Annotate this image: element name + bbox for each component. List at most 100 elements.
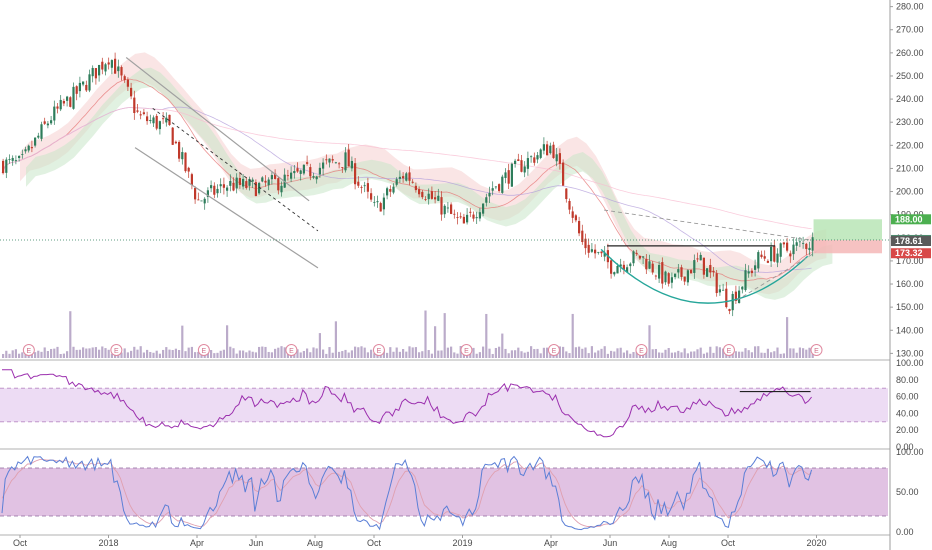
candle[interactable] (702, 257, 705, 279)
candle[interactable] (200, 200, 203, 202)
candle[interactable] (373, 196, 376, 207)
candle[interactable] (632, 250, 635, 267)
candle[interactable] (523, 161, 526, 178)
candle[interactable] (174, 140, 177, 145)
candle[interactable] (315, 175, 318, 184)
candle[interactable] (280, 181, 283, 197)
candle[interactable] (811, 232, 814, 257)
candle[interactable] (715, 269, 718, 297)
candle[interactable] (267, 177, 270, 191)
candle[interactable] (325, 154, 328, 165)
candle[interactable] (706, 268, 709, 278)
candle[interactable] (114, 52, 117, 74)
candle[interactable] (101, 57, 104, 75)
candle[interactable] (299, 169, 302, 181)
candle[interactable] (379, 201, 382, 212)
candle[interactable] (610, 257, 613, 279)
candle[interactable] (789, 250, 792, 263)
candle[interactable] (731, 291, 734, 317)
candle[interactable] (459, 212, 462, 219)
candle[interactable] (530, 155, 533, 163)
candle[interactable] (226, 185, 229, 197)
candle[interactable] (53, 100, 56, 125)
candle[interactable] (43, 117, 46, 125)
channel-mid-dashed-line[interactable] (152, 107, 319, 232)
candle[interactable] (456, 212, 459, 225)
candle[interactable] (50, 115, 53, 125)
candle[interactable] (30, 140, 33, 153)
candle[interactable] (485, 193, 488, 207)
candle[interactable] (747, 265, 750, 278)
candle[interactable] (770, 242, 773, 267)
stochastic-k-line[interactable] (1, 455, 813, 531)
candle[interactable] (75, 85, 78, 101)
candle[interactable] (229, 174, 232, 192)
candle[interactable] (309, 163, 312, 181)
candle[interactable] (242, 174, 245, 190)
candle[interactable] (203, 197, 206, 210)
candle[interactable] (405, 171, 408, 182)
candle[interactable] (626, 264, 629, 273)
candle[interactable] (805, 242, 808, 255)
candle[interactable] (142, 108, 145, 116)
channel-lower-line[interactable] (134, 147, 319, 269)
candle[interactable] (549, 142, 552, 155)
price-tag-stop[interactable]: 173.32 (891, 248, 931, 259)
candle[interactable] (21, 149, 24, 159)
candle[interactable] (181, 147, 184, 165)
candle[interactable] (744, 263, 747, 292)
candle[interactable] (40, 121, 43, 142)
candle[interactable] (776, 248, 779, 268)
candle[interactable] (78, 76, 81, 98)
candle[interactable] (213, 182, 216, 199)
candle[interactable] (760, 250, 763, 259)
candle[interactable] (232, 177, 235, 192)
candle[interactable] (187, 166, 190, 178)
candle[interactable] (386, 186, 389, 200)
candle[interactable] (757, 250, 760, 272)
earnings-marker[interactable]: E (547, 344, 560, 356)
candle[interactable] (651, 261, 654, 275)
candle[interactable] (555, 147, 558, 167)
candle[interactable] (536, 152, 539, 164)
candle[interactable] (104, 62, 107, 76)
candle[interactable] (430, 186, 433, 200)
candle[interactable] (501, 174, 504, 194)
candle[interactable] (587, 238, 590, 258)
candle[interactable] (661, 257, 664, 289)
candle[interactable] (136, 104, 139, 114)
candle[interactable] (245, 177, 248, 190)
earnings-marker[interactable]: E (635, 344, 648, 356)
candle[interactable] (645, 254, 648, 275)
candle[interactable] (594, 244, 597, 259)
candle[interactable] (466, 208, 469, 225)
candle[interactable] (354, 157, 357, 190)
candle[interactable] (562, 159, 565, 186)
candle[interactable] (24, 146, 27, 154)
candle[interactable] (146, 111, 149, 125)
candle[interactable] (638, 255, 641, 261)
candle[interactable] (149, 114, 152, 124)
candle[interactable] (424, 196, 427, 202)
candle[interactable] (302, 164, 305, 176)
candle[interactable] (411, 179, 414, 184)
candle[interactable] (667, 272, 670, 287)
candle[interactable] (248, 176, 251, 191)
candle[interactable] (338, 162, 341, 169)
candle[interactable] (184, 152, 187, 173)
candle[interactable] (565, 188, 568, 203)
candle[interactable] (219, 178, 222, 194)
candle[interactable] (34, 137, 37, 148)
candle[interactable] (56, 102, 59, 114)
candle[interactable] (427, 188, 430, 205)
candle[interactable] (238, 171, 241, 189)
candle[interactable] (216, 184, 219, 198)
candle[interactable] (395, 177, 398, 187)
candle[interactable] (690, 269, 693, 274)
candle[interactable] (117, 59, 120, 78)
candle[interactable] (507, 163, 510, 190)
candle[interactable] (738, 286, 741, 304)
candle[interactable] (763, 250, 766, 262)
candle[interactable] (613, 271, 616, 277)
